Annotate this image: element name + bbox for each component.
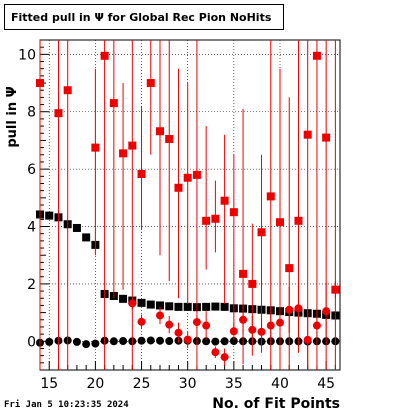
data-point-square <box>146 300 155 309</box>
data-point-circle <box>128 299 137 308</box>
data-point-circle <box>183 335 192 344</box>
data-point-square <box>45 211 54 220</box>
data-point-square <box>174 183 183 192</box>
data-point-square <box>202 302 211 311</box>
data-point-square <box>137 170 146 179</box>
data-point-circle <box>192 318 201 327</box>
data-points <box>36 40 340 370</box>
data-point-circle <box>239 315 248 324</box>
data-point-square <box>156 301 164 310</box>
data-point-square <box>220 196 229 205</box>
x-tick-label: 40 <box>271 376 289 392</box>
data-point-square <box>183 302 192 311</box>
data-point-square <box>63 86 72 95</box>
data-point-circle <box>248 325 257 334</box>
data-point-square <box>303 130 312 139</box>
data-point-circle <box>45 337 54 346</box>
data-point-circle <box>266 321 275 330</box>
y-tick-label: 0 <box>27 334 36 350</box>
x-axis-label: No. of Fit Points <box>212 396 340 412</box>
data-point-circle <box>312 321 321 330</box>
data-point-circle <box>156 311 164 320</box>
data-point-circle <box>146 336 155 345</box>
y-tick-label: 4 <box>27 220 36 236</box>
data-point-square <box>285 264 294 273</box>
data-point-circle <box>137 317 146 326</box>
plot-frame <box>39 39 341 371</box>
data-point-square <box>128 141 137 150</box>
data-point-circle <box>257 327 266 336</box>
data-point-square <box>248 279 257 288</box>
data-point-square <box>119 294 128 303</box>
data-point-circle <box>156 336 164 345</box>
data-point-square <box>220 302 229 311</box>
data-point-circle <box>285 305 294 314</box>
data-point-square <box>192 170 201 179</box>
data-point-circle <box>165 320 174 329</box>
data-point-square <box>229 208 238 217</box>
data-point-square <box>54 109 63 118</box>
data-point-circle <box>91 339 100 348</box>
y-tick-label: 2 <box>27 277 36 293</box>
data-point-square <box>294 216 303 225</box>
data-point-circle <box>294 304 303 313</box>
data-point-circle <box>119 337 128 346</box>
data-point-square <box>156 127 164 136</box>
data-point-square <box>91 143 100 152</box>
data-point-square <box>266 192 275 201</box>
data-point-square <box>82 233 91 242</box>
data-point-square <box>174 302 183 311</box>
x-tick-label: 15 <box>40 376 58 392</box>
data-point-square <box>36 79 44 88</box>
data-point-circle <box>137 336 146 345</box>
data-point-circle <box>174 328 183 337</box>
x-tick-label: 20 <box>86 376 104 392</box>
data-point-square <box>119 149 128 158</box>
axes: 15 20 25 30 35 40 45 0 2 4 6 8 10 <box>18 39 336 392</box>
data-point-circle <box>229 337 238 346</box>
data-point-square <box>257 228 266 237</box>
data-point-circle <box>322 307 331 316</box>
data-point-circle <box>202 321 211 330</box>
data-point-circle <box>202 337 211 346</box>
y-axis-label: pull in Ψ <box>5 86 20 148</box>
y-tick-label: 8 <box>27 105 36 121</box>
data-point-square <box>109 99 118 108</box>
data-point-circle <box>276 318 284 327</box>
data-point-circle <box>220 353 229 362</box>
data-point-square <box>211 214 220 223</box>
x-tick-label: 45 <box>317 376 335 392</box>
data-point-square <box>276 218 284 227</box>
x-tick-label: 35 <box>225 376 243 392</box>
data-point-square <box>100 51 109 60</box>
data-point-square <box>72 223 81 232</box>
data-point-square <box>137 298 146 307</box>
data-point-circle <box>165 337 174 346</box>
data-point-square <box>211 302 220 311</box>
x-tick-label: 25 <box>133 376 151 392</box>
chart-title: Fitted pull in Ψ for Global Rec Pion NoH… <box>4 4 284 30</box>
y-tick-label: 10 <box>18 47 36 63</box>
x-tick-label: 30 <box>179 376 197 392</box>
data-point-square <box>165 135 174 143</box>
data-point-circle <box>211 337 220 346</box>
data-point-circle <box>211 348 220 357</box>
y-tick-label: 6 <box>27 162 36 178</box>
data-point-circle <box>109 337 118 346</box>
timestamp: Fri Jan 5 10:23:35 2024 <box>4 400 129 410</box>
data-point-circle <box>72 337 81 346</box>
data-point-square <box>165 302 174 311</box>
data-point-square <box>146 79 155 88</box>
data-point-circle <box>220 337 229 346</box>
data-point-square <box>239 269 248 278</box>
data-point-square <box>322 133 331 142</box>
data-point-circle <box>82 340 91 349</box>
data-point-circle <box>303 335 312 344</box>
data-point-square <box>202 216 211 225</box>
data-point-circle <box>331 285 340 294</box>
data-point-square <box>312 51 321 60</box>
data-point-circle <box>229 327 238 336</box>
data-point-square <box>183 173 192 182</box>
